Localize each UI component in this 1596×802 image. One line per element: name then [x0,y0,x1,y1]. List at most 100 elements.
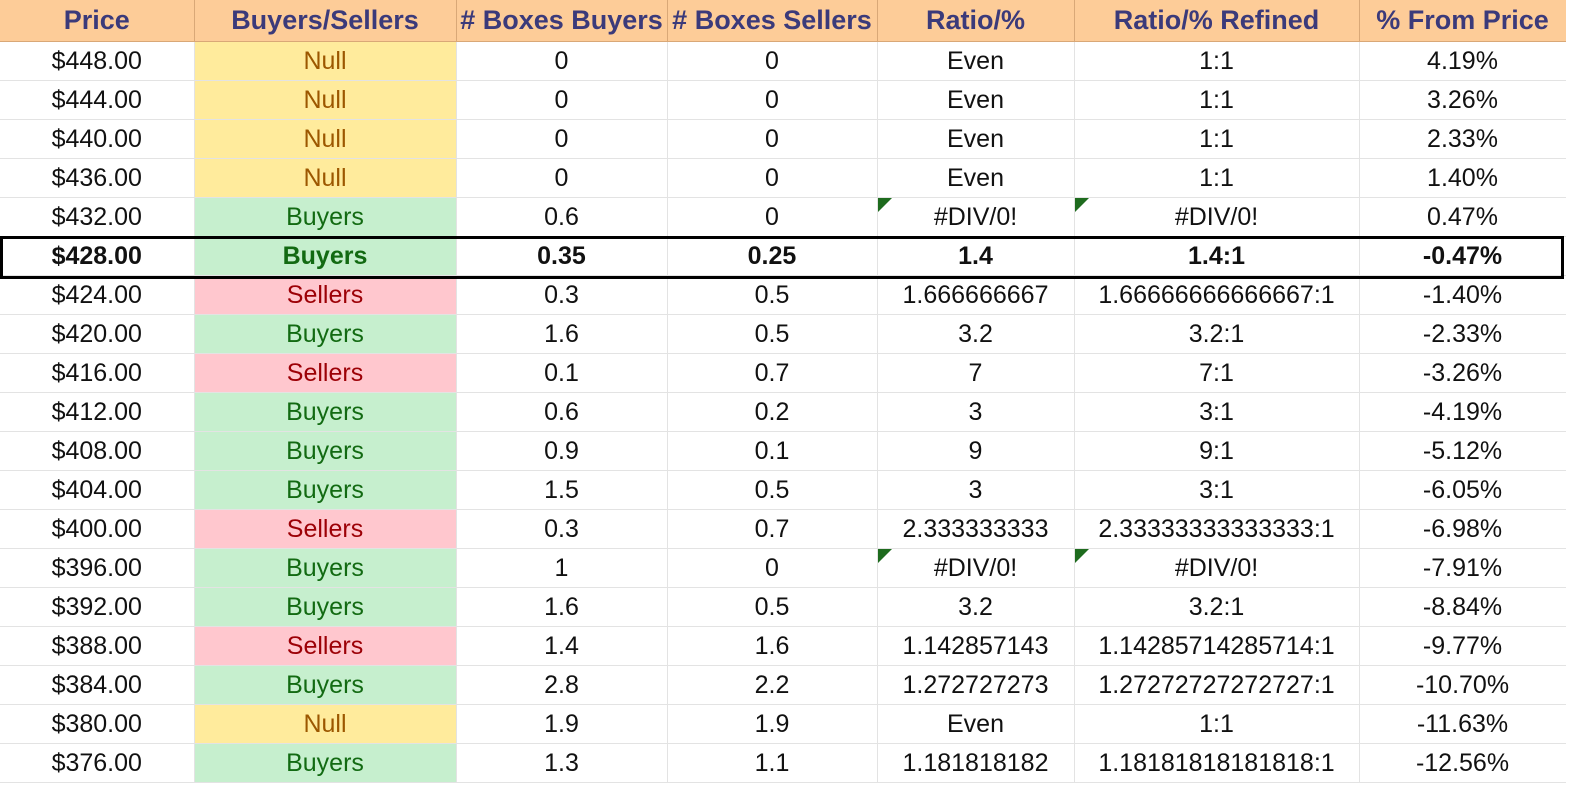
ratio-cell[interactable]: 3 [877,470,1075,510]
ratio-cell[interactable]: 3.2 [877,314,1075,354]
ratio-cell[interactable]: Even [877,41,1075,81]
from-price-cell[interactable]: -6.98% [1359,509,1567,549]
side-cell[interactable]: Buyers [194,392,457,432]
price-cell[interactable]: $432.00 [0,197,195,237]
boxes-sellers-cell[interactable]: 0.7 [667,353,878,393]
boxes-buyers-cell[interactable]: 1.4 [456,626,668,666]
price-cell[interactable]: $436.00 [0,158,195,198]
ratio-cell[interactable]: Even [877,119,1075,159]
boxes-sellers-cell[interactable]: 0.7 [667,509,878,549]
from-price-cell[interactable]: -9.77% [1359,626,1567,666]
boxes-sellers-cell[interactable]: 0.5 [667,314,878,354]
ratio-cell[interactable]: 3 [877,392,1075,432]
ratio-refined-cell[interactable]: 9:1 [1074,431,1360,471]
ratio-cell[interactable]: 9 [877,431,1075,471]
boxes-buyers-cell[interactable]: 0 [456,119,668,159]
price-cell[interactable]: $424.00 [0,275,195,315]
from-price-cell[interactable]: -5.12% [1359,431,1567,471]
ratio-cell[interactable]: 1.142857143 [877,626,1075,666]
price-cell[interactable]: $388.00 [0,626,195,666]
ratio-cell[interactable]: #DIV/0! [877,197,1075,237]
header-boxes-buyers[interactable]: # Boxes Buyers [456,0,668,42]
from-price-cell[interactable]: -2.33% [1359,314,1567,354]
side-cell[interactable]: Buyers [194,236,457,276]
ratio-refined-cell[interactable]: 1:1 [1074,119,1360,159]
side-cell[interactable]: Buyers [194,470,457,510]
ratio-refined-cell[interactable]: 3:1 [1074,470,1360,510]
ratio-refined-cell[interactable]: 1.27272727272727:1 [1074,665,1360,705]
boxes-sellers-cell[interactable]: 1.1 [667,743,878,783]
side-cell[interactable]: Sellers [194,509,457,549]
ratio-refined-cell[interactable]: 1:1 [1074,80,1360,120]
boxes-sellers-cell[interactable]: 0.25 [667,236,878,276]
ratio-cell[interactable]: Even [877,158,1075,198]
boxes-buyers-cell[interactable]: 0.9 [456,431,668,471]
boxes-buyers-cell[interactable]: 0.6 [456,392,668,432]
boxes-sellers-cell[interactable]: 0 [667,119,878,159]
from-price-cell[interactable]: -7.91% [1359,548,1567,588]
ratio-cell[interactable]: 1.4 [877,236,1075,276]
from-price-cell[interactable]: -4.19% [1359,392,1567,432]
boxes-sellers-cell[interactable]: 0.5 [667,587,878,627]
price-cell[interactable]: $376.00 [0,743,195,783]
side-cell[interactable]: Sellers [194,353,457,393]
boxes-sellers-cell[interactable]: 0 [667,548,878,588]
boxes-sellers-cell[interactable]: 0.5 [667,470,878,510]
from-price-cell[interactable]: -6.05% [1359,470,1567,510]
boxes-sellers-cell[interactable]: 1.9 [667,704,878,744]
ratio-refined-cell[interactable]: 1.66666666666667:1 [1074,275,1360,315]
ratio-cell[interactable]: 7 [877,353,1075,393]
ratio-refined-cell[interactable]: 1:1 [1074,158,1360,198]
header-buyers-sellers[interactable]: Buyers/Sellers [194,0,457,42]
boxes-buyers-cell[interactable]: 1.6 [456,314,668,354]
price-cell[interactable]: $392.00 [0,587,195,627]
price-cell[interactable]: $444.00 [0,80,195,120]
ratio-refined-cell[interactable]: 2.33333333333333:1 [1074,509,1360,549]
from-price-cell[interactable]: 1.40% [1359,158,1567,198]
ratio-refined-cell[interactable]: 1.4:1 [1074,236,1360,276]
price-cell[interactable]: $440.00 [0,119,195,159]
boxes-sellers-cell[interactable]: 0.5 [667,275,878,315]
ratio-refined-cell[interactable]: 1.14285714285714:1 [1074,626,1360,666]
boxes-buyers-cell[interactable]: 0.35 [456,236,668,276]
price-cell[interactable]: $416.00 [0,353,195,393]
boxes-buyers-cell[interactable]: 1.6 [456,587,668,627]
from-price-cell[interactable]: -0.47% [1359,236,1567,276]
price-cell[interactable]: $408.00 [0,431,195,471]
side-cell[interactable]: Buyers [194,431,457,471]
price-cell[interactable]: $384.00 [0,665,195,705]
ratio-cell[interactable]: 1.181818182 [877,743,1075,783]
side-cell[interactable]: Null [194,704,457,744]
side-cell[interactable]: Buyers [194,665,457,705]
ratio-refined-cell[interactable]: #DIV/0! [1074,197,1360,237]
boxes-buyers-cell[interactable]: 0 [456,41,668,81]
price-cell[interactable]: $404.00 [0,470,195,510]
side-cell[interactable]: Buyers [194,197,457,237]
price-cell[interactable]: $448.00 [0,41,195,81]
side-cell[interactable]: Sellers [194,626,457,666]
boxes-buyers-cell[interactable]: 1.9 [456,704,668,744]
boxes-buyers-cell[interactable]: 0.3 [456,509,668,549]
boxes-buyers-cell[interactable]: 0.6 [456,197,668,237]
side-cell[interactable]: Buyers [194,314,457,354]
price-cell[interactable]: $420.00 [0,314,195,354]
from-price-cell[interactable]: -3.26% [1359,353,1567,393]
ratio-refined-cell[interactable]: 7:1 [1074,353,1360,393]
boxes-buyers-cell[interactable]: 0.1 [456,353,668,393]
ratio-refined-cell[interactable]: #DIV/0! [1074,548,1360,588]
ratio-cell[interactable]: 1.272727273 [877,665,1075,705]
ratio-refined-cell[interactable]: 1:1 [1074,704,1360,744]
from-price-cell[interactable]: -1.40% [1359,275,1567,315]
from-price-cell[interactable]: 4.19% [1359,41,1567,81]
price-cell[interactable]: $412.00 [0,392,195,432]
ratio-cell[interactable]: #DIV/0! [877,548,1075,588]
from-price-cell[interactable]: -11.63% [1359,704,1567,744]
boxes-buyers-cell[interactable]: 1.5 [456,470,668,510]
header-from-price[interactable]: % From Price [1359,0,1567,42]
boxes-buyers-cell[interactable]: 0 [456,80,668,120]
boxes-sellers-cell[interactable]: 0 [667,80,878,120]
header-boxes-sellers[interactable]: # Boxes Sellers [667,0,878,42]
side-cell[interactable]: Buyers [194,587,457,627]
boxes-buyers-cell[interactable]: 1.3 [456,743,668,783]
ratio-cell[interactable]: Even [877,80,1075,120]
